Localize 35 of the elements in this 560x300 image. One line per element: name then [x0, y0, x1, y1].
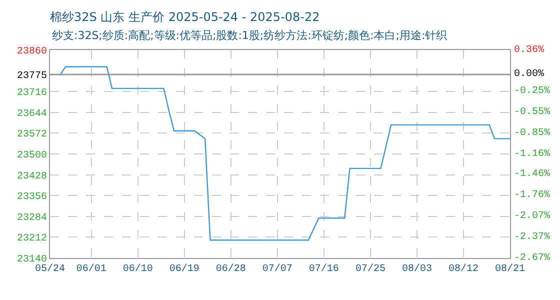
y2-tick-label: -0.25% [514, 86, 550, 97]
chart-subtitle: 纱支:32S;纱质:高配;等级:优等品;股数:1股;纺纱方法:环锭纺;颜色:本白;用途:针织 [52, 29, 448, 42]
y2-tick-label: 0.00% [514, 69, 544, 80]
y-tick-label: 23284 [16, 212, 47, 224]
x-tick-label: 07/25 [355, 263, 386, 275]
x-tick-label: 05/24 [34, 263, 66, 275]
y2-tick-label: -2.67% [514, 253, 550, 264]
y2-tick-label: -2.37% [514, 232, 550, 243]
y2-tick-label: -1.46% [514, 169, 550, 180]
y-tick-label: 23500 [16, 150, 47, 162]
y-tick-label: 23572 [16, 130, 47, 141]
x-tick-label: 06/19 [169, 263, 200, 275]
y2-tick-label: -0.85% [514, 128, 550, 139]
y2-tick-label: -0.55% [514, 107, 550, 118]
y-tick-label: 23356 [16, 192, 47, 204]
x-tick-label: 06/10 [122, 263, 153, 275]
x-tick-label: 07/07 [262, 263, 292, 275]
y2-tick-label: 0.36% [514, 45, 544, 56]
y-tick-label: 23716 [16, 88, 47, 100]
x-tick-label: 08/03 [402, 263, 432, 275]
y-tick-label: 23860 [16, 46, 47, 58]
x-tick-label: 08/21 [494, 263, 526, 275]
y-tick-label: 23775 [16, 71, 47, 82]
x-tick-label: 06/28 [216, 263, 246, 275]
x-tick-label: 07/16 [308, 263, 339, 275]
y-tick-label: 23428 [16, 171, 47, 182]
x-tick-label: 08/12 [448, 263, 478, 275]
y2-tick-label: -1.16% [514, 149, 550, 160]
y-tick-label: 23644 [16, 108, 47, 120]
x-tick-label: 06/01 [76, 263, 106, 275]
y2-tick-label: -1.76% [514, 190, 550, 201]
y-tick-label: 23140 [16, 254, 47, 266]
chart-title: 棉纱32S 山东 生产价 2025-05-24 - 2025-08-22 [50, 10, 320, 24]
y2-tick-label: -2.07% [514, 211, 550, 222]
y-tick-label: 23212 [16, 234, 47, 245]
